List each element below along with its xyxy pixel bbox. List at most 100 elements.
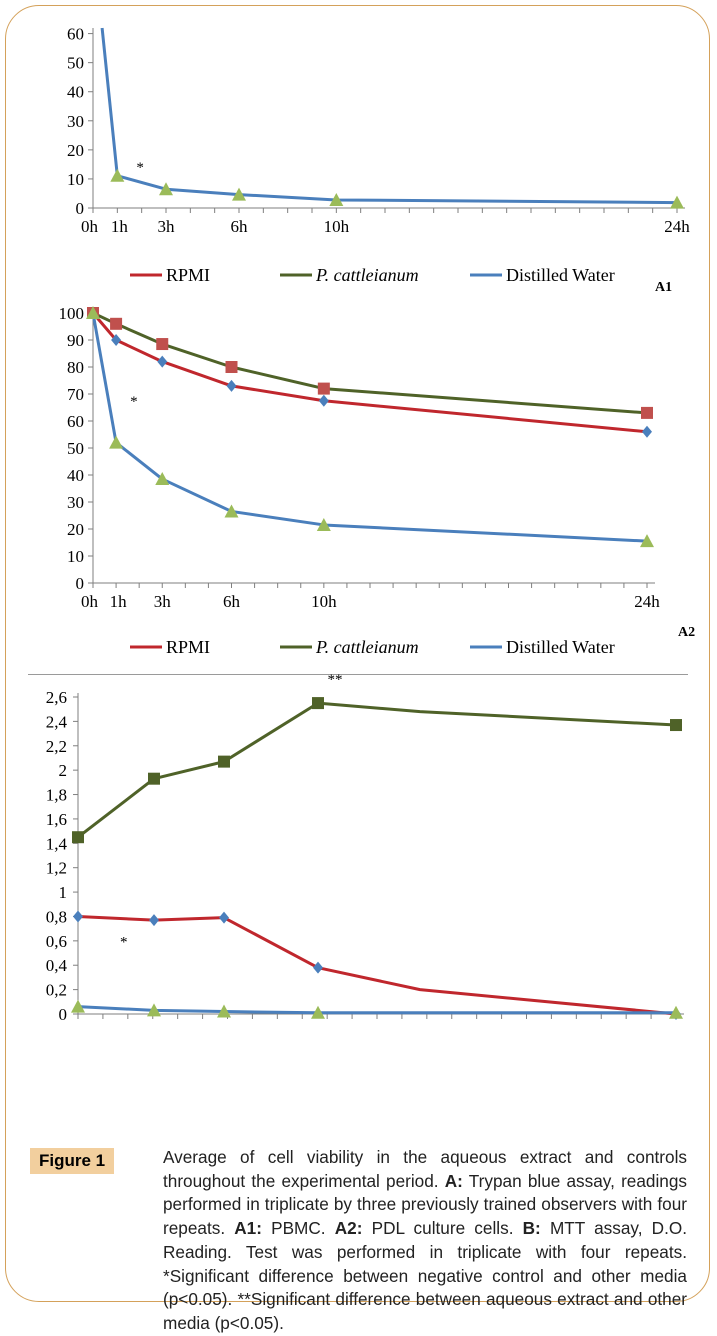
y-tick-label: 0	[76, 199, 85, 218]
data-point-p-cattleianum	[317, 382, 330, 395]
y-tick-label: 0,2	[46, 981, 67, 1000]
data-point-rpmi	[642, 425, 652, 438]
legend-label: Distilled Water	[506, 265, 615, 285]
y-tick-label: 20	[67, 141, 84, 160]
figure-caption: Average of cell viability in the aqueous…	[163, 1146, 687, 1336]
y-tick-label: 1,6	[46, 810, 67, 829]
data-point-distilled-water	[147, 1003, 161, 1017]
data-point-p-cattleianum	[110, 317, 123, 330]
data-point-rpmi	[313, 961, 323, 974]
legend-label: RPMI	[166, 637, 210, 657]
x-tick-label: 3h	[158, 217, 176, 236]
data-point-rpmi	[318, 394, 329, 407]
y-tick-label: 1,2	[46, 859, 67, 878]
y-tick-label: 40	[67, 466, 84, 485]
data-point-p-cattleianum	[641, 406, 653, 419]
y-tick-label: 1,8	[46, 786, 67, 805]
caption-text: PBMC.	[261, 1218, 335, 1239]
chart-a1-svg: 0 10 20 30 40 50 60 0h 1h 3h 6h 10h 24h * RPMI P. cattl…	[67, 25, 690, 295]
series-line-rpmi	[77, 914, 677, 1016]
data-point-p-cattleianum	[148, 772, 160, 785]
y-tick-label: 0,8	[46, 907, 67, 926]
x-tick-label: 1h	[111, 217, 129, 236]
data-point-p-cattleianum	[225, 361, 238, 373]
y-tick-label: 0	[76, 574, 85, 593]
significance-marker: *	[136, 160, 144, 176]
y-tick-label: 10	[67, 170, 84, 189]
data-point-distilled-water	[86, 306, 100, 319]
caption-text: Average of cell viability in the aqueous…	[163, 1147, 687, 1191]
legend-label: Distilled Water	[506, 637, 615, 657]
y-tick-label: 0,4	[46, 956, 68, 975]
x-tick-label: 1h	[110, 592, 128, 611]
x-tick-label: 24h	[634, 592, 660, 611]
y-tick-label: 20	[67, 520, 84, 539]
data-point-distilled-water	[155, 472, 170, 486]
data-point-rpmi	[73, 910, 83, 923]
y-tick-label: 80	[67, 358, 84, 377]
y-tick-label: 60	[67, 25, 84, 44]
y-tick-label: 0,6	[46, 932, 67, 951]
legend-label: RPMI	[166, 265, 210, 285]
x-tick-label: 6h	[231, 217, 249, 236]
y-tick-label: 60	[67, 412, 84, 431]
y-tick-label: 2,6	[46, 688, 67, 707]
chart-b: 0 0,2 0,4 0,6 0,8 1 1,2 1,4 1,6 1,8 2 2,2 2,4 2,6 ** *	[0, 668, 717, 1138]
series-line-distilled-water	[77, 1005, 676, 1015]
legend-label: P. cattleianum	[315, 637, 419, 657]
y-tick-label: 30	[67, 493, 84, 512]
chart-b-svg: 00,20,40,60,811,21,41,61,822,22,42,6***	[46, 672, 684, 1024]
caption-bold-label: A2:	[334, 1218, 363, 1239]
data-point-distilled-water	[217, 1004, 231, 1018]
data-point-p-cattleianum	[312, 697, 324, 710]
chart-a2: 0 10 20 30 40 50 60 70 80 90 100 0h 1h 3h 6h 10h 24h * RPM…	[0, 300, 717, 668]
x-tick-label: 3h	[154, 592, 172, 611]
data-point-distilled-water	[311, 1005, 325, 1019]
data-point-distilled-water	[329, 192, 344, 206]
data-point-p-cattleianum	[218, 755, 230, 768]
data-point-distilled-water	[232, 187, 246, 201]
data-point-p-cattleianum	[156, 338, 169, 351]
data-point-distilled-water	[316, 517, 331, 531]
panel-separator	[28, 674, 688, 675]
caption-text: Trypan blue assay, readings performed in…	[163, 1170, 687, 1239]
y-tick-label: 2,4	[46, 712, 68, 731]
x-tick-label: 10h	[324, 217, 350, 236]
y-tick-label: 2	[59, 761, 68, 780]
y-tick-label: 40	[67, 83, 84, 102]
panel-label-a1: A1	[655, 280, 672, 295]
caption-bold-label: A:	[444, 1170, 463, 1191]
y-tick-label: 30	[67, 112, 84, 131]
significance-marker: *	[120, 934, 128, 950]
y-tick-label: 10	[67, 547, 84, 566]
data-point-distilled-water	[110, 168, 125, 182]
series-line-rpmi	[91, 312, 648, 434]
y-tick-label: 0	[59, 1005, 68, 1024]
data-point-distilled-water	[159, 182, 173, 196]
series-line-p-cattleianum	[92, 311, 648, 415]
y-tick-label: 1	[59, 883, 68, 902]
y-tick-label: 50	[67, 439, 84, 458]
data-point-rpmi	[157, 355, 168, 368]
data-point-distilled-water	[224, 504, 239, 518]
data-point-p-cattleianum	[670, 719, 682, 732]
data-point-p-cattleianum	[72, 831, 84, 844]
panel-label-a2: A2	[678, 625, 695, 640]
data-point-rpmi	[226, 379, 237, 392]
data-point-distilled-water	[669, 1005, 683, 1019]
y-tick-label: 90	[67, 331, 84, 350]
y-tick-label: 70	[67, 385, 84, 404]
figure-badge: Figure 1	[30, 1148, 115, 1174]
data-point-rpmi	[149, 914, 159, 927]
data-point-rpmi	[111, 334, 122, 346]
x-tick-label: 0h	[81, 592, 99, 611]
data-point-rpmi	[219, 911, 229, 924]
y-tick-label: 100	[59, 304, 85, 323]
y-tick-label: 50	[67, 54, 84, 73]
data-point-distilled-water	[71, 999, 85, 1013]
series-line-distilled-water	[100, 27, 678, 205]
y-tick-label: 2,2	[46, 737, 67, 756]
series-line-p-cattleianum	[77, 701, 677, 839]
x-tick-label: 24h	[664, 217, 690, 236]
caption-bold-label: A1:	[234, 1218, 262, 1239]
